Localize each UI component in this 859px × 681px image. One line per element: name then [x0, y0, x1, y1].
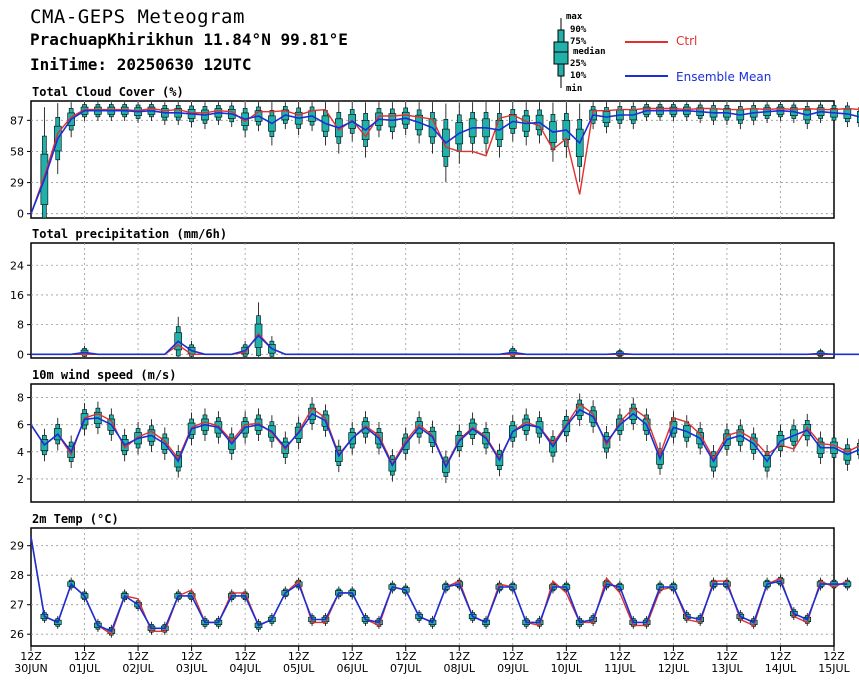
x-tick-hour: 12Z: [181, 650, 203, 663]
legend-box-inner: [553, 41, 569, 65]
panel-title-precip: Total precipitation (mm/6h): [32, 227, 228, 241]
series-line-ctrl: [31, 332, 859, 355]
location-label: PrachuapKhirikhun 11.84°N 99.81°E: [30, 30, 348, 49]
x-tick-date: 13JUL: [711, 662, 743, 675]
y-tick-label: 8: [17, 319, 24, 332]
x-tick-hour: 12Z: [20, 650, 42, 663]
panel-title-temp: 2m Temp (°C): [32, 512, 119, 526]
x-tick-hour: 12Z: [609, 650, 631, 663]
x-tick-date: 11JUL: [604, 662, 636, 675]
legend-min: min: [566, 84, 583, 94]
panel-frame: [30, 242, 835, 359]
y-tick-label: 24: [10, 259, 24, 272]
y-tick-label: 29: [10, 177, 24, 190]
x-tick-date: 05JUL: [283, 662, 315, 675]
x-tick-hour: 12Z: [716, 650, 738, 663]
series-line-mean: [30, 536, 848, 633]
x-tick-date: 30JUN: [14, 662, 48, 675]
x-tick-date: 06JUL: [336, 662, 368, 675]
y-tick-label: 0: [17, 208, 24, 221]
panel-frame: [30, 100, 835, 219]
y-tick-label: 8: [17, 392, 24, 405]
page-title: CMA-GEPS Meteogram: [30, 6, 245, 28]
x-tick-hour: 12Z: [556, 650, 578, 663]
legend-p90: 90%: [570, 25, 587, 35]
legend-mean-label: Ensemble Mean: [676, 70, 772, 84]
series-line-ctrl: [30, 403, 859, 468]
series-line-mean: [30, 109, 859, 214]
y-tick-label: 87: [10, 114, 24, 127]
y-tick-label: 29: [10, 540, 24, 553]
y-tick-label: 58: [10, 145, 24, 158]
series-line-mean: [31, 334, 859, 356]
y-tick-label: 0: [17, 348, 24, 361]
legend-median: median: [573, 47, 606, 57]
x-tick-hour: 12Z: [663, 650, 685, 663]
y-tick-label: 6: [17, 419, 24, 432]
x-tick-date: 01JUL: [69, 662, 101, 675]
init-time-label: IniTime: 20250630 12UTC: [30, 55, 252, 74]
x-tick-hour: 12Z: [74, 650, 96, 663]
y-tick-label: 26: [10, 628, 24, 641]
legend-p75: 75%: [570, 37, 587, 47]
x-tick-hour: 12Z: [288, 650, 310, 663]
y-tick-label: 28: [10, 569, 24, 582]
y-tick-label: 16: [10, 289, 24, 302]
x-tick-date: 07JUL: [390, 662, 422, 675]
x-tick-hour: 12Z: [823, 650, 845, 663]
x-tick-hour: 12Z: [395, 650, 417, 663]
x-tick-hour: 12Z: [234, 650, 256, 663]
x-tick-hour: 12Z: [127, 650, 149, 663]
legend-ctrl-label: Ctrl: [676, 34, 698, 48]
x-tick-date: 03JUL: [176, 662, 208, 675]
legend-max: max: [566, 12, 583, 22]
x-tick-date: 14JUL: [765, 662, 797, 675]
x-tick-date: 12JUL: [658, 662, 690, 675]
y-tick-label: 4: [17, 446, 24, 459]
series-line-mean: [30, 408, 859, 469]
y-tick-label: 27: [10, 599, 24, 612]
panel-title-wind: 10m wind speed (m/s): [32, 368, 177, 382]
box-inner: [856, 443, 859, 456]
panel-title-cloud: Total Cloud Cover (%): [32, 85, 184, 99]
y-tick-label: 2: [17, 473, 24, 486]
legend-p25: 25%: [570, 59, 587, 69]
series-line-ctrl: [30, 107, 859, 214]
x-tick-hour: 12Z: [448, 650, 470, 663]
x-tick-hour: 12Z: [770, 650, 792, 663]
x-tick-hour: 12Z: [341, 650, 363, 663]
x-tick-date: 09JUL: [497, 662, 529, 675]
legend-p10: 10%: [570, 71, 587, 81]
x-tick-date: 08JUL: [444, 662, 476, 675]
x-tick-date: 15JUL: [818, 662, 850, 675]
x-tick-date: 10JUL: [551, 662, 583, 675]
x-tick-date: 02JUL: [122, 662, 154, 675]
x-tick-date: 04JUL: [229, 662, 261, 675]
x-tick-hour: 12Z: [502, 650, 524, 663]
